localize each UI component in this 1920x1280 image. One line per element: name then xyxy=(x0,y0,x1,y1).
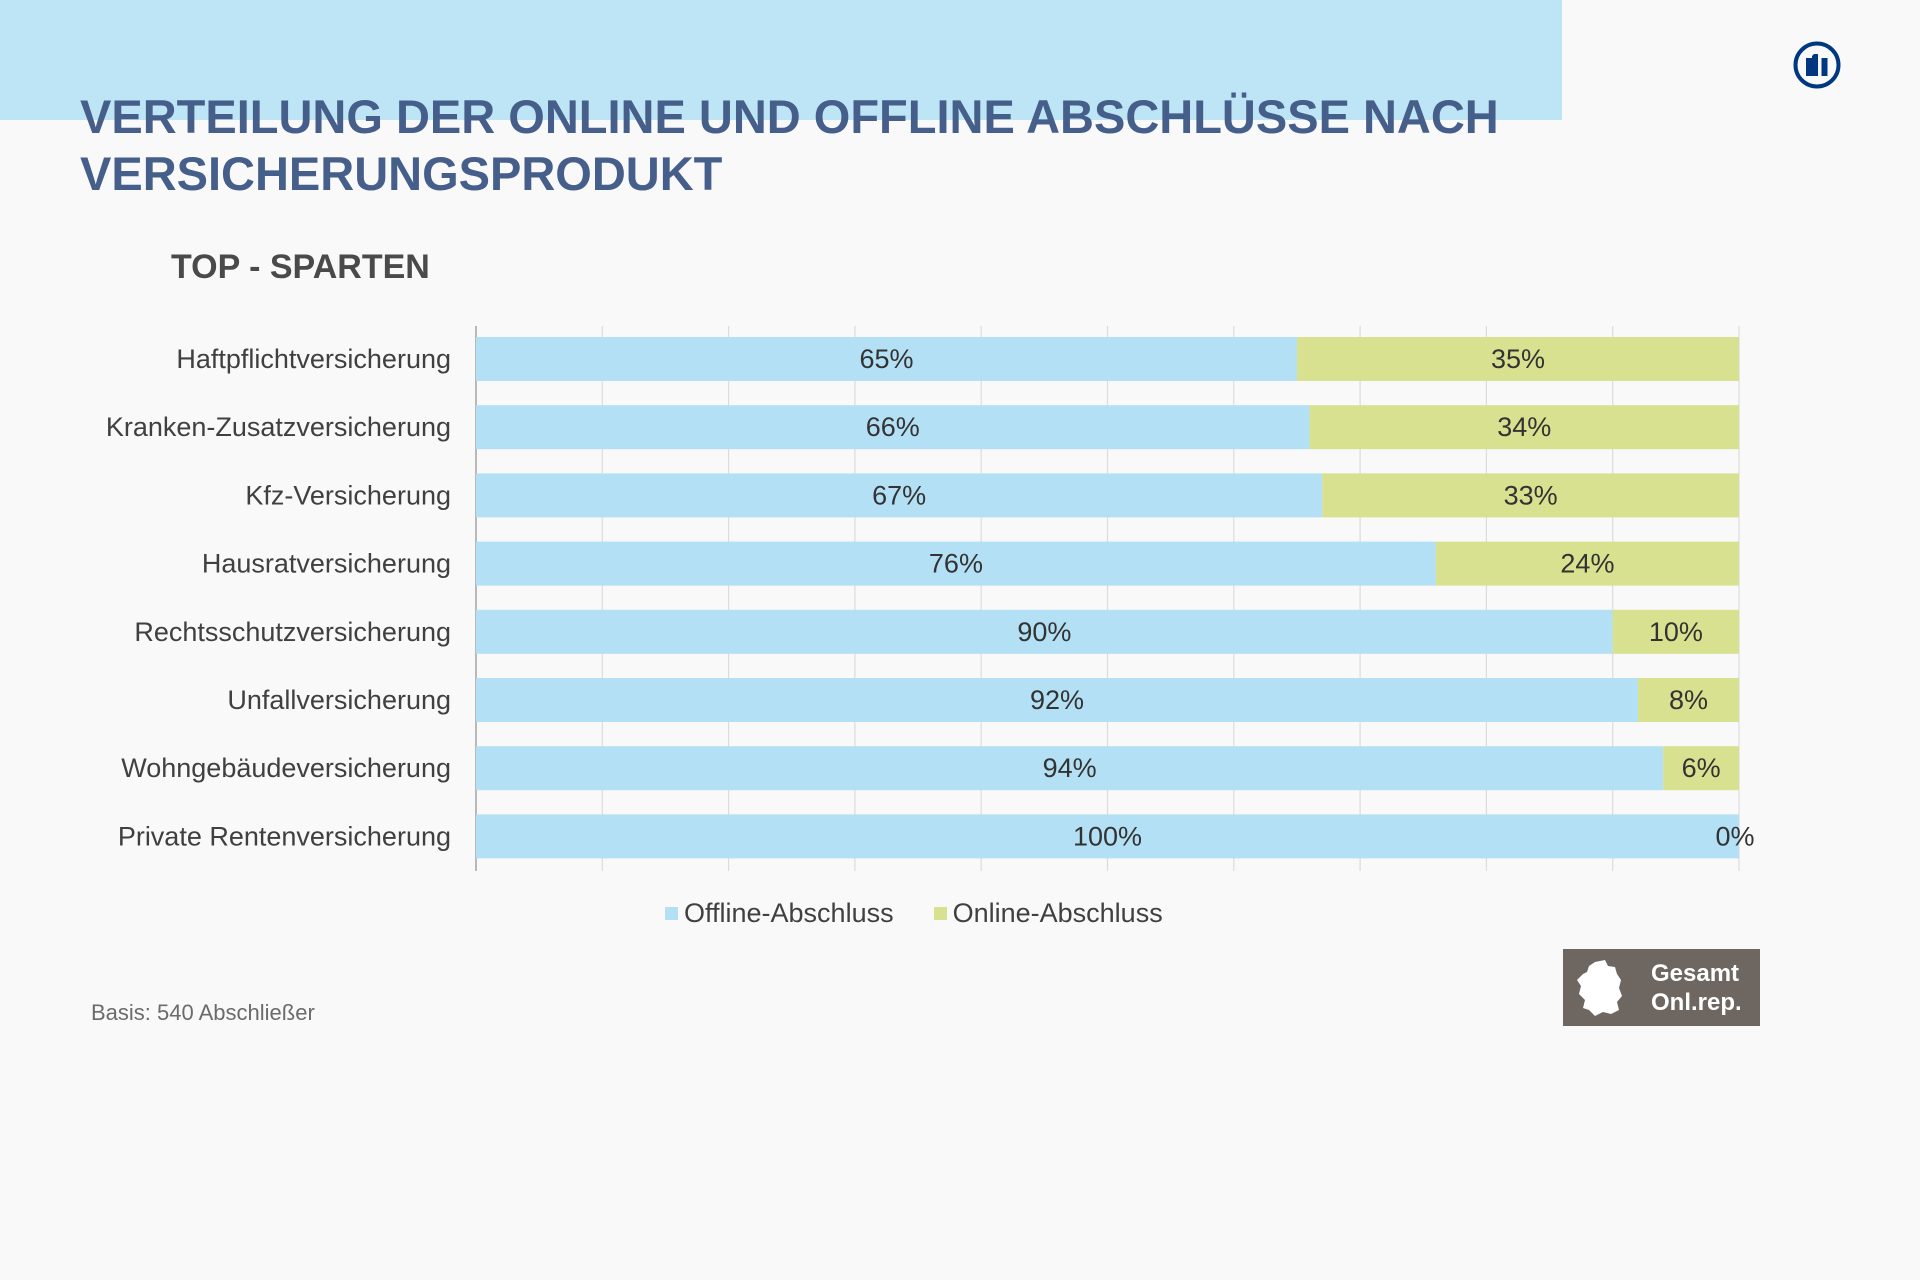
legend-item-offline: Offline-Abschluss xyxy=(665,898,894,929)
category-label: Private Rentenversicherung xyxy=(118,821,451,851)
bar-online xyxy=(1663,746,1739,791)
legend-swatch-online xyxy=(933,907,947,920)
value-label-online: 35% xyxy=(1491,344,1545,374)
bar-offline xyxy=(476,746,1664,791)
bar-offline xyxy=(476,473,1323,518)
chart-legend: Offline-Abschluss Online-Abschluss xyxy=(665,898,1163,929)
bar-offline xyxy=(476,541,1436,586)
bar-online xyxy=(1309,405,1739,450)
bar-online xyxy=(1612,609,1739,654)
category-labels: Haftpflichtversicherung Kranken-Zusatzver… xyxy=(106,344,451,851)
bar-online xyxy=(1435,541,1739,586)
bars xyxy=(476,337,1739,859)
value-label-offline: 100% xyxy=(1073,821,1142,851)
value-label-offline: 92% xyxy=(1030,685,1084,715)
legend-swatch-offline xyxy=(665,907,678,920)
bar-online xyxy=(1296,337,1739,381)
basis-note: Basis: 540 Abschließer xyxy=(91,1000,315,1025)
chart-subtitle: TOP - SPARTEN xyxy=(171,248,430,286)
value-label-offline: 90% xyxy=(1017,617,1071,647)
value-label-online: 8% xyxy=(1669,685,1708,715)
category-label: Kfz-Versicherung xyxy=(245,480,451,510)
category-label: Hausratversicherung xyxy=(202,549,451,579)
bar-offline xyxy=(476,814,1739,859)
header-banner xyxy=(0,0,1562,120)
bar-offline xyxy=(476,337,1297,381)
value-label-offline: 94% xyxy=(1043,753,1097,783)
badge-text: Gesamt Onl.rep. xyxy=(1651,959,1742,1016)
sample-badge: Gesamt Onl.rep. xyxy=(1563,949,1760,1026)
category-label: Kranken-Zusatzversicherung xyxy=(106,412,451,442)
category-label: Unfallversicherung xyxy=(227,685,451,715)
stacked-bar-chart: Haftpflichtversicherung Kranken-Zusatzver… xyxy=(106,326,1755,871)
bar-online xyxy=(1637,678,1739,722)
category-label: Haftpflichtversicherung xyxy=(176,344,451,374)
allianz-logo-icon xyxy=(1793,41,1841,89)
value-label-online: 24% xyxy=(1560,549,1614,579)
value-label-online: 34% xyxy=(1497,412,1551,442)
value-label-offline: 76% xyxy=(929,549,983,579)
bar-offline xyxy=(476,609,1613,654)
value-label-online: 10% xyxy=(1649,617,1703,647)
bar-offline xyxy=(476,405,1310,450)
category-label: Wohngebäudeversicherung xyxy=(121,753,451,783)
value-label-offline: 66% xyxy=(866,412,920,442)
value-label-offline: 67% xyxy=(872,480,926,510)
value-label-online: 6% xyxy=(1682,753,1721,783)
category-label: Rechtsschutzversicherung xyxy=(134,617,451,647)
bar-offline xyxy=(476,678,1638,722)
value-label-offline: 65% xyxy=(859,344,913,374)
legend-label-online: Online-Abschluss xyxy=(952,898,1163,928)
bar-online xyxy=(1322,473,1739,518)
germany-map-icon xyxy=(1577,959,1622,1016)
legend-item-online: Online-Abschluss xyxy=(933,898,1163,929)
value-labels: 65% 35% 66% 34% 67% 33% 76% 24% 90% 10% 92% 8% 94% 6%… xyxy=(859,344,1754,851)
value-label-online: 0% xyxy=(1715,821,1754,851)
legend-label-offline: Offline-Abschluss xyxy=(684,898,894,928)
value-label-online: 33% xyxy=(1504,480,1558,510)
page-title: VERTEILUNG DER ONLINE UND OFFLINE ABSCHL… xyxy=(80,90,1499,200)
